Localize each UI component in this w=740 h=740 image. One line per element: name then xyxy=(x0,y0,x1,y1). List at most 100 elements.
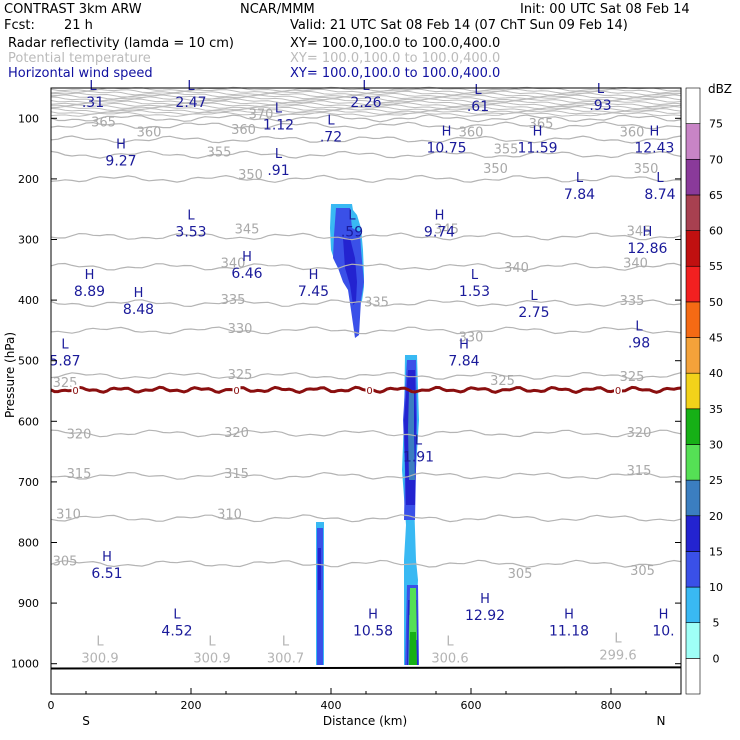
wind-extremum: L1.12 xyxy=(263,101,294,133)
colorbar-label: 65 xyxy=(709,189,723,202)
theta-extremum-kind: L xyxy=(282,635,290,650)
wind-extremum: H10.75 xyxy=(426,124,466,156)
theta-extremum-value: 299.6 xyxy=(599,649,636,664)
wind-extremum: H12.86 xyxy=(627,225,667,257)
theta-label-370: 370 xyxy=(249,107,274,122)
theta-label-340: 340 xyxy=(221,257,246,272)
colorbar-swatch xyxy=(685,444,701,481)
wind-extremum-kind: H xyxy=(435,209,445,224)
theta-contour-upper xyxy=(50,94,682,100)
wind-extremum-kind: L xyxy=(415,433,423,448)
y-tick-label: 400 xyxy=(18,294,39,307)
wind-extremum-value: .72 xyxy=(320,129,342,145)
wind-extremum: L.93 xyxy=(589,82,611,114)
zero-label-bg xyxy=(71,384,80,394)
colorbar-swatch xyxy=(685,586,701,624)
wind-extremum-value: .31 xyxy=(82,95,104,111)
theta-label-365: 365 xyxy=(91,115,116,130)
colorbar-label: 25 xyxy=(709,474,723,487)
colorbar-label: 45 xyxy=(709,332,723,345)
theta-contour-320 xyxy=(50,429,682,438)
theta-label-320: 320 xyxy=(224,426,249,441)
wind-extremum-kind: L xyxy=(656,171,664,186)
theta-label-325: 325 xyxy=(53,376,78,391)
theta-label-345: 345 xyxy=(434,223,459,238)
zero-label: 0 xyxy=(366,386,372,397)
reflectivity-central-column xyxy=(402,355,419,665)
colorbar-label: 15 xyxy=(709,545,723,558)
field-reflectivity-name: Radar reflectivity (lamda = 10 cm) xyxy=(8,36,234,51)
reflectivity-fill-15 xyxy=(318,548,321,590)
theta-contour-310 xyxy=(50,514,682,523)
wind-extremum: H7.45 xyxy=(298,268,329,300)
colorbar-swatch xyxy=(685,515,701,552)
wind-extremum-kind: H xyxy=(533,124,543,139)
theta-label-360: 360 xyxy=(231,123,256,138)
wind-extremum: H11.18 xyxy=(549,607,589,639)
colorbar-label: 0 xyxy=(713,652,720,665)
y-tick-label: 1000 xyxy=(11,658,39,671)
colorbar-swatch xyxy=(685,479,701,517)
axes-layer: 100 200 300 400 500 600 700 800 900 1000 0 200 400 60… xyxy=(11,112,681,712)
field-theta-name: Potential temperature xyxy=(8,51,151,66)
wind-extremum-kind: L xyxy=(597,82,605,97)
wind-extremum: H8.48 xyxy=(123,286,154,318)
theta-label-305: 305 xyxy=(53,555,78,570)
wind-extremum: L.72 xyxy=(320,113,342,145)
theta-contour-upper xyxy=(50,111,682,117)
wind-extremum: H12.43 xyxy=(634,124,674,156)
wind-extremum-value: 9.74 xyxy=(424,225,455,241)
colorbar-label: 55 xyxy=(709,260,723,273)
colorbar-label: 75 xyxy=(709,118,723,131)
wind-extremum-value: .98 xyxy=(628,336,650,352)
colorbar-label: 5 xyxy=(713,617,720,630)
wind-extremum-value: 7.45 xyxy=(298,284,329,300)
theta-extremum-value: 300.9 xyxy=(193,652,230,667)
theta-contour-335 xyxy=(50,299,682,308)
wind-extremum-value: .59 xyxy=(341,225,363,241)
theta-label-350: 350 xyxy=(238,168,263,183)
field-wind-name: Horizontal wind speed xyxy=(8,66,153,81)
theta-label-330: 330 xyxy=(228,322,253,337)
y-tick-label: 500 xyxy=(18,355,39,368)
wind-extremum-kind: L xyxy=(173,607,181,622)
wind-extremum-kind: L xyxy=(327,113,335,128)
wind-extremum-value: 12.86 xyxy=(627,241,667,257)
wind-extremum-value: 8.74 xyxy=(644,187,675,203)
wind-extremum: L2.26 xyxy=(350,79,381,111)
colorbar-swatch xyxy=(685,230,701,267)
field-wind-xy: XY= 100.0,100.0 to 100.0,400.0 xyxy=(290,66,501,81)
wind-extremum-value: 8.48 xyxy=(123,302,154,318)
init-time: Init: 00 UTC Sat 08 Feb 14 xyxy=(520,2,690,17)
chart-header: CONTRAST 3km ARW NCAR/MMM Init: 00 UTC S… xyxy=(0,0,740,88)
theta-label-350: 350 xyxy=(634,162,659,177)
field-theta-xy: XY= 100.0,100.0 to 100.0,400.0 xyxy=(290,51,501,66)
zero-label-bg xyxy=(365,384,374,394)
wind-extremum-kind: H xyxy=(459,338,469,353)
theta-label-355: 355 xyxy=(494,143,519,158)
y-tick-label: 100 xyxy=(18,112,39,125)
wind-extremum-kind: L xyxy=(362,79,370,94)
north-end-label: N xyxy=(657,714,666,728)
wind-extremum-kind: L xyxy=(471,268,479,283)
wind-extremum-value: 12.43 xyxy=(634,140,674,156)
wind-extremum-kind: H xyxy=(134,286,144,301)
colorbar-label: 60 xyxy=(709,225,723,238)
colorbar-swatch xyxy=(685,551,701,588)
reflectivity-upper-cell xyxy=(330,204,364,338)
wind-extremum-kind: H xyxy=(650,124,660,139)
colorbar-swatch xyxy=(685,265,701,303)
wind-extremum: H6.51 xyxy=(91,550,122,582)
wind-extremum-kind: L xyxy=(275,101,283,116)
theta-label-360: 360 xyxy=(137,126,162,141)
theta-contour-upper xyxy=(50,96,682,102)
theta-contour-360 xyxy=(50,135,682,144)
theta-extremum-kind: L xyxy=(614,632,622,647)
wind-extremum-value: 2.75 xyxy=(518,305,549,321)
y-tick-label: 800 xyxy=(18,537,39,550)
colorbar-swatch xyxy=(685,337,701,374)
y-tick-label: 200 xyxy=(18,173,39,186)
wind-extremum-kind: L xyxy=(635,320,643,335)
wind-extremum-kind: H xyxy=(643,225,653,240)
